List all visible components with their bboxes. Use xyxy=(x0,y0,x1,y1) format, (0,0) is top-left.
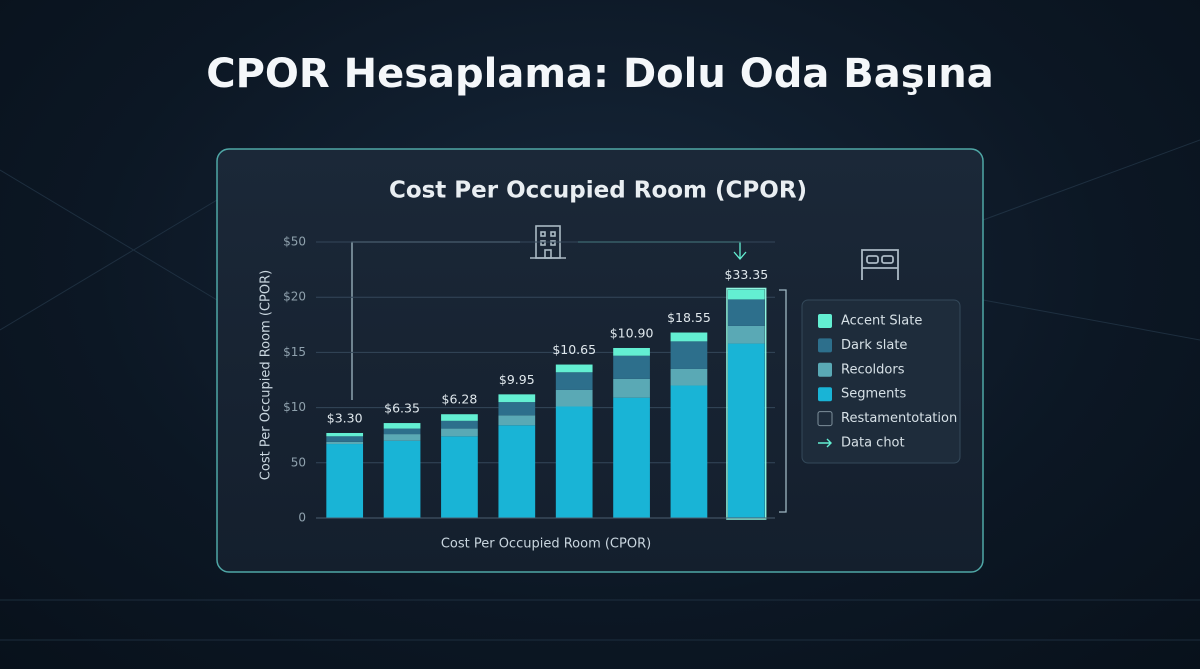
legend-label: Data chot xyxy=(841,436,905,451)
bar-segment xyxy=(383,423,421,429)
legend-arrow xyxy=(818,438,832,448)
bar-annotation: $6.35 xyxy=(384,401,420,416)
background-lines xyxy=(0,139,1200,641)
legend-label: Segments xyxy=(841,387,907,402)
bar-segment xyxy=(727,289,765,300)
bar-segment xyxy=(613,397,650,518)
bar-annotation: $3.30 xyxy=(327,410,363,425)
legend-label: Accent Slate xyxy=(841,314,922,329)
bar-segment xyxy=(441,436,478,518)
y-tick-label: $10 xyxy=(283,400,306,414)
y-tick-label: 0 xyxy=(298,511,306,525)
bar-segment xyxy=(441,420,478,429)
legend-box xyxy=(801,299,961,464)
legend-swatch xyxy=(818,314,832,328)
bar-annotation: $6.28 xyxy=(442,392,478,407)
bar-annotation: $18.55 xyxy=(667,310,711,325)
bar-segment xyxy=(441,428,478,437)
bar-segment xyxy=(670,368,708,386)
bar-annotation: $33.35 xyxy=(724,267,768,282)
bar-segment xyxy=(441,414,478,421)
bar-segment xyxy=(326,436,364,442)
bar-segment xyxy=(727,343,765,518)
bar-segment xyxy=(670,332,708,342)
bar-segment xyxy=(555,389,593,407)
y-tick-label: $50 xyxy=(283,235,306,249)
bar-segment xyxy=(383,434,421,441)
x-axis-label: Cost Per Occupied Room (CPOR) xyxy=(441,537,651,552)
bar-segment xyxy=(613,355,650,379)
bar-segment xyxy=(383,440,421,518)
bar-segment xyxy=(326,441,364,445)
bar-segment xyxy=(555,364,593,373)
bar-segment xyxy=(326,432,364,437)
bar-segment xyxy=(555,406,593,518)
y-axis-label: Cost Per Occupied Room (CPOR) xyxy=(259,270,274,480)
y-tick-label: 50 xyxy=(291,455,306,469)
bar-segment xyxy=(727,325,765,344)
bar-segment xyxy=(555,372,593,390)
bar-segment xyxy=(613,347,650,356)
bar-segment xyxy=(498,425,536,518)
highlight xyxy=(726,287,767,520)
y-tick-label: $20 xyxy=(283,290,306,304)
page-title: CPOR Hesaplama: Dolu Oda Başına xyxy=(206,51,994,97)
bar-segment xyxy=(498,415,536,426)
legend-swatch xyxy=(817,411,833,427)
bar-annotation: $10.90 xyxy=(610,325,654,340)
legend-swatch xyxy=(818,362,832,377)
bar-segment xyxy=(727,299,765,326)
bar-annotation: $9.95 xyxy=(499,372,535,387)
bar-segment xyxy=(383,428,421,435)
bar-segment xyxy=(670,341,708,369)
legend-label: Recoldors xyxy=(841,362,905,377)
chart-title: Cost Per Occupied Room (CPOR) xyxy=(389,178,807,204)
bed-icon xyxy=(861,249,899,280)
bar-segment xyxy=(326,444,364,518)
legend-label: Restamentotation xyxy=(841,411,957,426)
bar-segment xyxy=(498,394,536,403)
bar-segment xyxy=(498,402,536,416)
legend-label: Dark slate xyxy=(841,338,907,353)
legend-swatch xyxy=(818,387,832,402)
legend-swatch xyxy=(818,338,832,353)
bar-annotation: $10.65 xyxy=(552,342,596,357)
bar-segment xyxy=(670,385,708,518)
y-tick-label: $15 xyxy=(283,345,306,359)
bar-segment xyxy=(613,378,650,398)
